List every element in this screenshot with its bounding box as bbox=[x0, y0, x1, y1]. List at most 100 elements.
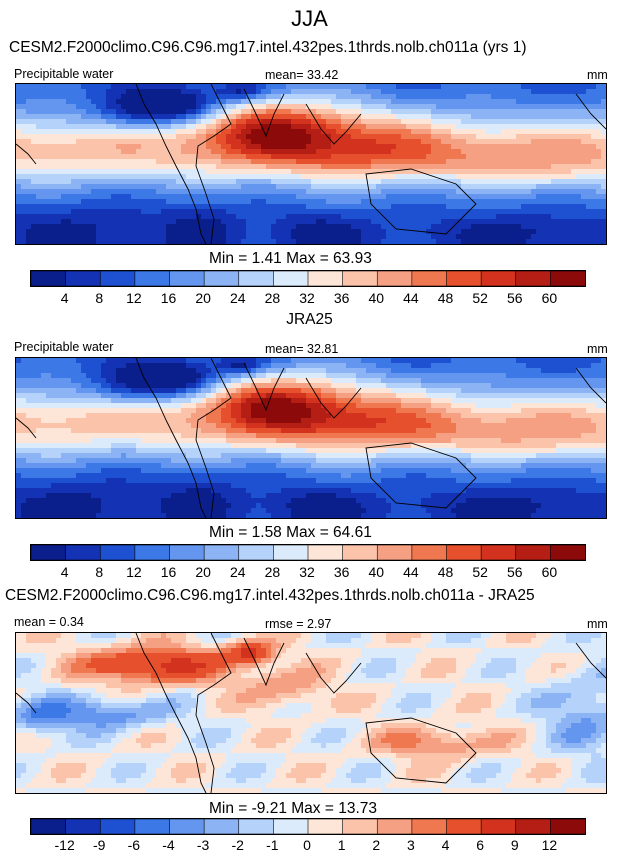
colorbar-swatch bbox=[99, 271, 136, 286]
colorbar-tick-label: 44 bbox=[403, 290, 419, 306]
colorbar-tick-label: 32 bbox=[299, 290, 315, 306]
colorbar-swatch bbox=[446, 545, 482, 560]
colorbar-swatch bbox=[515, 271, 552, 286]
colorbar-tick-label: 48 bbox=[437, 290, 454, 306]
colorbar-swatch bbox=[273, 271, 309, 286]
panel-2-colorbar bbox=[30, 544, 586, 561]
colorbar-swatch bbox=[376, 271, 413, 286]
colorbar-tick-label: -4 bbox=[162, 837, 175, 853]
colorbar-tick-label: 20 bbox=[195, 290, 211, 306]
panel-3-colorbar bbox=[30, 818, 586, 835]
colorbar-swatch bbox=[31, 819, 67, 834]
panel-2-title: JRA25 bbox=[286, 311, 333, 328]
colorbar-tick-label: 2 bbox=[372, 837, 381, 853]
colorbar-tick-label: 4 bbox=[60, 290, 69, 306]
colorbar-tick-label: -9 bbox=[93, 837, 106, 853]
colorbar-swatch bbox=[31, 271, 67, 286]
colorbar-swatch bbox=[480, 545, 517, 560]
panel-3-map-field bbox=[16, 633, 606, 793]
colorbar-swatch bbox=[376, 819, 413, 834]
panel-3-mean-label: mean = 0.34 bbox=[14, 615, 84, 629]
colorbar-tick-label: 1 bbox=[337, 837, 346, 853]
colorbar-tick-label: 44 bbox=[403, 564, 419, 580]
colorbar-tick-label: 40 bbox=[368, 564, 385, 580]
colorbar-swatch bbox=[480, 819, 517, 834]
colorbar-tick-label: 3 bbox=[406, 837, 415, 853]
colorbar-swatch bbox=[238, 545, 275, 560]
colorbar-swatch bbox=[99, 819, 136, 834]
colorbar-tick-label: 4 bbox=[441, 837, 450, 853]
colorbar-swatch bbox=[238, 271, 275, 286]
colorbar-swatch bbox=[65, 819, 102, 834]
colorbar-swatch bbox=[65, 271, 102, 286]
colorbar-swatch bbox=[169, 545, 205, 560]
colorbar-tick-label: 60 bbox=[541, 564, 558, 580]
colorbar-swatch bbox=[273, 545, 309, 560]
colorbar-tick-label: 6 bbox=[476, 837, 485, 853]
colorbar-swatch bbox=[307, 819, 344, 834]
panel-1-units-label: mm bbox=[587, 68, 608, 82]
colorbar-tick-label: 52 bbox=[472, 564, 488, 580]
main-title: JJA bbox=[291, 6, 328, 31]
colorbar-tick-label: 12 bbox=[126, 290, 142, 306]
panel-2-colorbar-ticks: 4 8 12 16 20 24 28 32 36 40 44 48 52 56 60 bbox=[30, 564, 586, 582]
colorbar-swatch bbox=[273, 819, 309, 834]
colorbar-swatch bbox=[99, 545, 136, 560]
panel-3-min-max: Min = -9.21 Max = 13.73 bbox=[209, 800, 378, 817]
colorbar-tick-label: 16 bbox=[160, 564, 177, 580]
panel-2-variable-label: Precipitable water bbox=[14, 340, 114, 354]
colorbar-tick-label: 52 bbox=[472, 290, 488, 306]
colorbar-tick-label: 40 bbox=[368, 290, 385, 306]
panel-2-mean-label: mean= 32.81 bbox=[265, 342, 339, 356]
colorbar-tick-label: -3 bbox=[196, 837, 210, 853]
panel-1-colorbar bbox=[30, 270, 586, 287]
panel-2-min-max: Min = 1.58 Max = 64.61 bbox=[209, 524, 372, 541]
panel-3-colorbar-ticks: -12 -9 -6 -4 -3 -2 -1 0 1 2 3 4 6 9 12 bbox=[30, 837, 586, 855]
colorbar-swatch bbox=[169, 819, 205, 834]
colorbar-swatch bbox=[515, 819, 552, 834]
colorbar-swatch bbox=[550, 271, 585, 286]
panel-1-mean-label: mean= 33.42 bbox=[265, 68, 339, 82]
colorbar-tick-label: 12 bbox=[541, 837, 558, 853]
colorbar-tick-label: 0 bbox=[303, 837, 311, 853]
colorbar-swatch bbox=[550, 545, 585, 560]
colorbar-swatch bbox=[342, 819, 379, 834]
panel-2-map bbox=[15, 357, 607, 519]
colorbar-swatch bbox=[515, 545, 552, 560]
colorbar-swatch bbox=[411, 545, 448, 560]
colorbar-tick-label: 12 bbox=[126, 564, 142, 580]
colorbar-tick-label: -1 bbox=[266, 837, 279, 853]
colorbar-swatch bbox=[203, 819, 240, 834]
colorbar-swatch bbox=[342, 271, 379, 286]
colorbar-tick-label: 8 bbox=[95, 290, 104, 306]
colorbar-tick-label: 20 bbox=[195, 564, 211, 580]
colorbar-tick-label: 8 bbox=[95, 564, 104, 580]
colorbar-tick-label: 36 bbox=[333, 290, 350, 306]
panel-1-variable-label: Precipitable water bbox=[14, 67, 114, 81]
colorbar-swatch bbox=[238, 819, 275, 834]
panel-3-title: CESM2.F2000climo.C96.C96.mg17.intel.432p… bbox=[5, 587, 535, 604]
panel-1-map-field bbox=[16, 84, 606, 244]
colorbar-swatch bbox=[342, 545, 379, 560]
colorbar-swatch bbox=[31, 545, 67, 560]
panel-3-map bbox=[15, 632, 607, 794]
colorbar-tick-label: -12 bbox=[54, 837, 75, 853]
colorbar-swatch bbox=[134, 819, 171, 834]
colorbar-swatch bbox=[480, 271, 517, 286]
colorbar-tick-label: 28 bbox=[264, 290, 281, 306]
colorbar-swatch bbox=[65, 545, 102, 560]
panel-1-min-max: Min = 1.41 Max = 63.93 bbox=[209, 250, 372, 267]
colorbar-swatch bbox=[411, 271, 448, 286]
colorbar-tick-label: 24 bbox=[229, 564, 246, 580]
panel-1-title: CESM2.F2000climo.C96.C96.mg17.intel.432p… bbox=[9, 39, 527, 56]
colorbar-swatch bbox=[376, 545, 413, 560]
panel-2-map-field bbox=[16, 358, 606, 518]
colorbar-tick-label: 9 bbox=[510, 837, 519, 853]
colorbar-swatch bbox=[307, 545, 344, 560]
colorbar-tick-label: 24 bbox=[229, 290, 246, 306]
colorbar-tick-label: 4 bbox=[60, 564, 69, 580]
colorbar-tick-label: 36 bbox=[333, 564, 350, 580]
colorbar-tick-label: 28 bbox=[264, 564, 281, 580]
colorbar-swatch bbox=[446, 271, 482, 286]
colorbar-swatch bbox=[446, 819, 482, 834]
